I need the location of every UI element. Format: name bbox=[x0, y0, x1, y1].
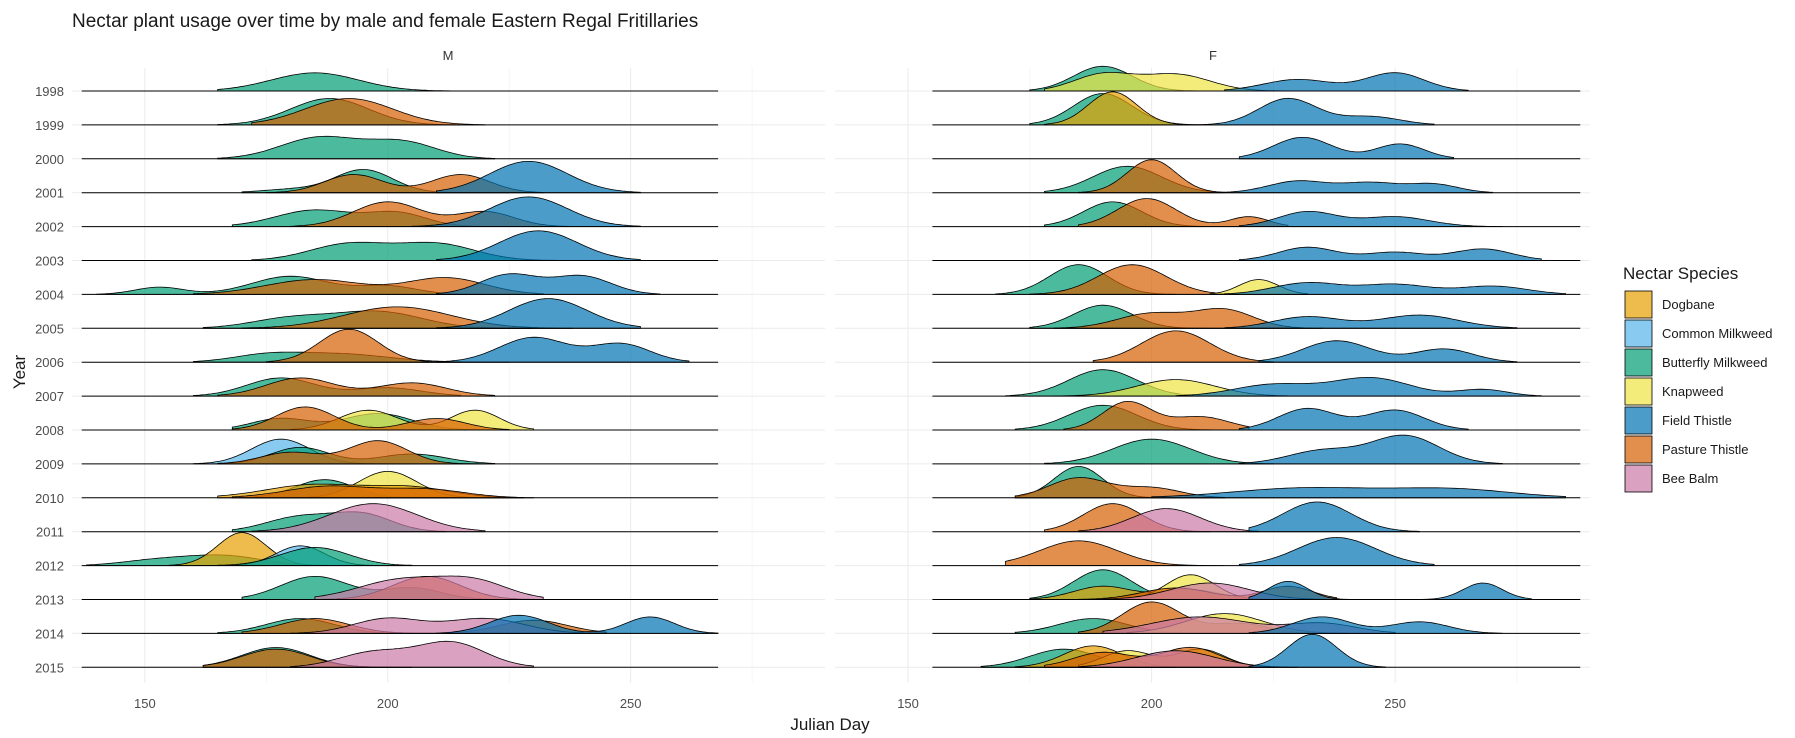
ridge-pasture-thistle bbox=[1063, 401, 1250, 431]
ridge-field-thistle bbox=[1238, 211, 1503, 227]
ridge-pasture-thistle bbox=[1014, 477, 1226, 499]
y-tick-label: 2014 bbox=[35, 626, 64, 641]
ridge-field-thistle bbox=[1224, 180, 1493, 194]
ridge-field-thistle bbox=[1238, 407, 1469, 431]
ridge-field-thistle bbox=[1238, 246, 1542, 261]
ridge-butterfly-milkweed bbox=[217, 72, 510, 92]
y-tick-label: 2008 bbox=[35, 423, 64, 438]
y-tick-label: 2000 bbox=[35, 152, 64, 167]
ridge-butterfly-milkweed bbox=[217, 135, 496, 160]
ridge-field-thistle bbox=[1248, 633, 1386, 668]
y-tick-label: 2011 bbox=[36, 525, 64, 540]
legend-key bbox=[1624, 319, 1653, 348]
y-tick-label: 2007 bbox=[35, 389, 64, 404]
legend-title: Nectar Species bbox=[1623, 264, 1738, 283]
ridge-bee-balm bbox=[251, 503, 486, 533]
ridge-bee-balm bbox=[314, 575, 544, 600]
x-tick-label: 250 bbox=[620, 696, 642, 711]
ridge-field-thistle bbox=[1248, 616, 1503, 634]
y-tick-label: 2006 bbox=[35, 355, 64, 370]
ridge-pasture-thistle bbox=[1078, 198, 1289, 227]
legend-key bbox=[1624, 435, 1653, 464]
ridge-field-thistle bbox=[1175, 377, 1542, 397]
x-tick-label: 250 bbox=[1384, 696, 1406, 711]
ridge-field-thistle bbox=[1248, 581, 1532, 600]
ridge-pasture-thistle bbox=[217, 440, 485, 465]
x-tick-label: 150 bbox=[134, 696, 156, 711]
y-tick-label: 2010 bbox=[35, 491, 64, 506]
label-layer: 150 200 250 150 200 250 1998 1999 2000 2001 2002 20… bbox=[35, 84, 1406, 711]
y-tick-label: 2001 bbox=[35, 186, 64, 201]
ridge-pasture-thistle bbox=[1005, 540, 1225, 566]
ridge-pasture-thistle bbox=[265, 328, 461, 363]
ridge-field-thistle bbox=[1224, 281, 1566, 295]
legend-label: Common Milkweed bbox=[1662, 326, 1773, 341]
ridge-field-thistle bbox=[1199, 97, 1435, 126]
ridge-field-thistle bbox=[1248, 501, 1420, 533]
ridge-field-thistle bbox=[1151, 487, 1566, 499]
y-tick-label: 2002 bbox=[35, 220, 64, 235]
ridge-field-thistle bbox=[436, 336, 690, 363]
x-tick-label: 150 bbox=[897, 696, 919, 711]
legend: Dogbane Common Milkweed Butterfly Milkweed… bbox=[1624, 290, 1773, 493]
ridge-field-thistle bbox=[1258, 340, 1518, 363]
panel-label-f: F bbox=[1209, 48, 1217, 63]
ridge-layer bbox=[81, 65, 1581, 668]
legend-label: Bee Balm bbox=[1662, 471, 1718, 486]
ridge-pasture-thistle bbox=[231, 406, 510, 431]
ridge-field-thistle bbox=[436, 298, 641, 329]
legend-key bbox=[1624, 348, 1653, 377]
ridge-pasture-thistle bbox=[217, 377, 496, 397]
legend-label: Knapweed bbox=[1662, 384, 1723, 399]
ridge-dogbane bbox=[1044, 91, 1201, 126]
y-tick-label: 2012 bbox=[35, 559, 64, 574]
ridge-field-thistle bbox=[1238, 137, 1454, 160]
ridge-field-thistle bbox=[1224, 314, 1518, 329]
ridge-pasture-thistle bbox=[1092, 330, 1274, 363]
y-tick-label: 2004 bbox=[35, 287, 64, 302]
y-tick-label: 2005 bbox=[35, 321, 64, 336]
panel-label-m: M bbox=[443, 48, 454, 63]
legend-label: Dogbane bbox=[1662, 297, 1715, 312]
legend-label: Pasture Thistle bbox=[1662, 442, 1748, 457]
ridge-field-thistle bbox=[1224, 72, 1469, 92]
ridge-bee-balm bbox=[290, 640, 534, 668]
ridge-bee-balm bbox=[1078, 508, 1260, 533]
ridge-pasture-thistle bbox=[251, 98, 486, 126]
y-tick-label: 2015 bbox=[35, 660, 64, 675]
ridge-field-thistle bbox=[436, 614, 719, 634]
ridge-pasture-thistle bbox=[1078, 159, 1226, 194]
ridge-field-thistle bbox=[436, 230, 641, 261]
legend-key bbox=[1624, 290, 1653, 319]
chart-title: Nectar plant usage over time by male and… bbox=[72, 11, 698, 32]
ridge-pasture-thistle bbox=[1029, 264, 1240, 295]
ridge-field-thistle bbox=[1238, 434, 1503, 465]
ridge-field-thistle bbox=[436, 161, 641, 194]
legend-key bbox=[1624, 406, 1653, 435]
legend-key bbox=[1624, 464, 1653, 493]
ridge-butterfly-milkweed bbox=[217, 546, 413, 566]
x-tick-label: 200 bbox=[377, 696, 399, 711]
x-tick-label: 200 bbox=[1141, 696, 1163, 711]
y-tick-label: 2003 bbox=[35, 254, 64, 269]
ridge-field-thistle bbox=[436, 273, 661, 295]
y-tick-label: 1998 bbox=[35, 84, 64, 99]
legend-label: Field Thistle bbox=[1662, 413, 1732, 428]
y-tick-label: 1999 bbox=[35, 118, 64, 133]
y-tick-label: 2009 bbox=[35, 457, 64, 472]
legend-key bbox=[1624, 377, 1653, 406]
ridge-field-thistle bbox=[411, 196, 641, 227]
ridge-field-thistle bbox=[1238, 537, 1435, 566]
y-tick-label: 2013 bbox=[35, 593, 64, 608]
y-axis-title: Year bbox=[10, 354, 29, 389]
x-axis-title: Julian Day bbox=[790, 715, 870, 734]
ridge-pasture-thistle bbox=[231, 485, 525, 499]
ridge-butterfly-milkweed bbox=[1044, 438, 1274, 465]
legend-label: Butterfly Milkweed bbox=[1662, 355, 1767, 370]
